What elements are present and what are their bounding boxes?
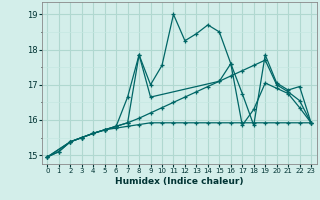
X-axis label: Humidex (Indice chaleur): Humidex (Indice chaleur) [115, 177, 244, 186]
